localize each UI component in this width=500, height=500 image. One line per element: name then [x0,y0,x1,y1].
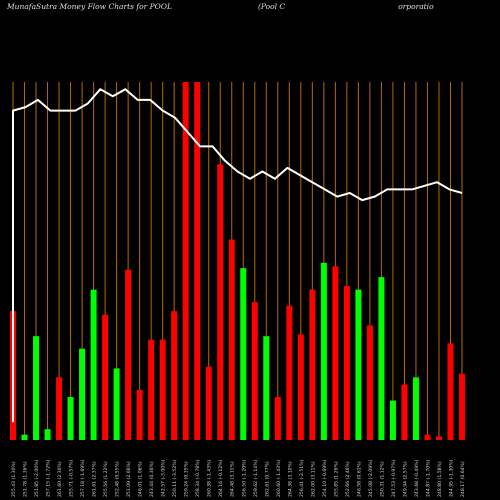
money-flow-bar [33,336,40,440]
money-flow-bar [309,289,316,440]
x-tick-label: 262.00 (3.11%) [310,461,316,497]
chart-title-left: MunafaSutra Money Flow Charts for POOL [7,2,172,11]
x-tick-label: 245.08 (-2.09%) [368,459,374,497]
x-tick-label: 244.87 (-1.70%) [425,459,431,497]
x-tick-label: 250.31 (1.12%) [379,461,385,497]
x-tick-label: 257.15 (-1.72%) [46,459,52,497]
money-flow-bar [44,429,51,440]
money-flow-bar [435,436,442,440]
x-tick-label: 252.66 (2.46%) [345,461,351,497]
money-flow-bar [447,343,454,440]
money-flow-bar [286,305,293,440]
bars [10,82,465,440]
chart-title: MunafaSutra Money Flow Charts for POOL (P… [7,2,434,11]
money-flow-bar [56,377,63,440]
x-tick-label: 252.48 (0.55%) [115,461,121,497]
money-flow-bar [355,289,362,440]
money-flow-bar [171,311,178,440]
x-tick-label: 254.10 (-0.69%) [322,459,328,497]
money-flow-bar [113,368,120,440]
x-tick-label: 261.60 (2.30%) [57,461,63,497]
money-flow-bar [412,377,419,440]
x-tick-label: 258.34 (-0.78%) [195,459,201,497]
x-tick-label: 255.43 (1.30%) [11,461,17,497]
x-tick-label: 256.41 (-2.51%) [299,459,305,497]
x-tick-label: 257.18 (-1.69%) [80,459,86,497]
x-tick-label: 262.61 (0.77%) [264,461,270,497]
x-tick-label: 255.56 (1.22%) [103,461,109,497]
price-line [12,88,463,423]
x-tick-label: 264.38 (3.10%) [287,461,293,497]
money-flow-bar [90,289,97,440]
money-flow-bar [274,397,281,440]
money-flow-bar [67,397,74,440]
x-tick-label: 250.11 (-3.52%) [172,459,178,497]
money-flow-bar [297,334,304,440]
money-flow-bar [263,336,270,440]
x-tick-label: 247.53 (-0.97%) [391,459,397,497]
money-flow-bar [205,366,212,440]
x-tick-label: 261.61 (2.37%) [92,461,98,497]
money-flow-bar [148,339,155,440]
x-tick-label: 248.80 (1.58%) [437,461,443,497]
x-tick-label: 242.57 (-3.00%) [161,459,167,497]
x-tick-label: 243.44 (0.36%) [149,461,155,497]
money-flow-bar [389,400,396,440]
x-tick-label: 255.85 (1.26%) [333,461,339,497]
x-tick-label: 243.68 (-0.49%) [414,459,420,497]
x-tick-label: 260.38 (-1.43%) [207,459,213,497]
x-tick-label: 260.60 (-1.43%) [276,459,282,497]
x-tick-label: 244.95 (-1.30%) [448,459,454,497]
x-tick-label: 251.85 (-2.00%) [34,459,40,497]
money-flow-bar [240,268,247,440]
x-tick-label: 259.62 (-1.14%) [253,459,259,497]
money-flow-bar [217,164,224,440]
x-tick-label: 259.24 (0.35%) [184,461,190,497]
x-tick-label: 264.48 (3.11%) [230,461,236,497]
money-flow-bar [21,434,28,440]
money-flow-bar [332,266,339,440]
price-line-group [12,88,463,423]
money-flow-bar [459,373,465,440]
x-tick-label: 248.17 (0.64%) [460,461,466,497]
money-flow-bar [251,302,258,440]
chart-title-right: orporatio [398,2,434,11]
money-flow-bar [343,286,350,440]
money-flow-bar [194,82,201,440]
money-flow-bar [79,348,86,440]
money-flow-bar [401,384,408,440]
x-tick-label: 251.78 (1.36%) [23,461,29,497]
x-tick-labels: 255.43 (1.30%) 251.78 (1.36%) 251.85 (-2.0… [11,459,466,497]
money-flow-bar [125,269,132,440]
x-tick-label: 264.16 (-0.12%) [218,459,224,497]
x-tick-label: 255.71 (-0.57%) [69,459,75,497]
x-tick-label: 246.01 (1.06%) [138,461,144,497]
x-tick-label: 249.94 (2.57%) [402,461,408,497]
money-flow-bar [378,277,385,440]
money-flow-bar [102,314,109,440]
money-flow-bar [182,82,189,440]
money-flow-bar [366,325,373,440]
money-flow-bar [136,389,143,440]
money-flow-bar [424,434,431,440]
x-tick-label: 256.50 (-1.20%) [241,459,247,497]
money-flow-bar [159,339,166,440]
chart-title-middle: (Pool C [257,2,286,11]
money-flow-bar [228,239,235,440]
x-tick-label: 251.09 (2.06%) [126,461,132,497]
x-tick-label: 246.58 (0.61%) [356,461,362,497]
money-flow-bar [320,262,327,440]
